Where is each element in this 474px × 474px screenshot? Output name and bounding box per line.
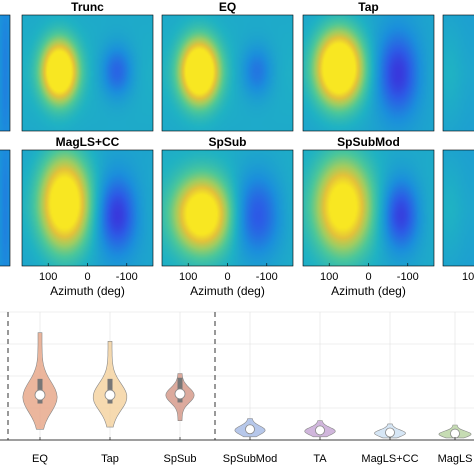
x-tick-label-edge: 100	[462, 271, 474, 283]
x-axis-label: Azimuth (deg)	[190, 284, 265, 298]
x-tick-label: 100	[320, 271, 338, 283]
heatmap-title: MagLS+CC	[56, 135, 120, 149]
violin-median-marker	[34, 389, 46, 401]
violin-median-marker	[174, 388, 186, 400]
violin-median-marker	[450, 428, 460, 439]
heatmap-edge-left-frame	[0, 14, 11, 132]
heatmap-panel-5	[162, 150, 293, 266]
heatmap-panel-1	[22, 15, 153, 131]
violin-category-label: SpSub	[163, 453, 196, 465]
heatmap-panel-3	[303, 15, 434, 131]
x-axis-label: Azimuth (deg)	[50, 284, 125, 298]
heatmap-edge-right	[443, 15, 474, 131]
x-tick-label: 0	[365, 271, 371, 283]
x-tick-label: 100	[179, 271, 197, 283]
heatmap-title: Tap	[358, 0, 378, 14]
violin-median-marker	[315, 425, 325, 436]
heatmap-panel-2	[162, 15, 293, 131]
violin-category-label: EQ	[32, 453, 48, 465]
violin-median-marker	[245, 424, 255, 435]
heatmap-title: EQ	[219, 0, 236, 14]
heatmap-edge-right-frame	[442, 14, 474, 132]
x-tick-label: -100	[256, 271, 278, 283]
x-tick-label: -100	[116, 271, 138, 283]
heatmap-panel-6	[303, 150, 434, 266]
heatmap-edge-left-frame	[0, 149, 11, 267]
heatmap-frame	[161, 14, 294, 132]
violin-category-label: MagLS	[438, 453, 473, 465]
heatmap-title: SpSub	[209, 135, 247, 149]
x-tick-label: 100	[39, 271, 57, 283]
heatmap-title: Trunc	[71, 0, 104, 14]
heatmap-panel-4	[22, 150, 153, 266]
violin-median-marker	[104, 389, 116, 401]
x-tick-label: 0	[224, 271, 230, 283]
violin-category-label: MagLS+CC	[361, 453, 418, 465]
violin-category-label: Tap	[101, 453, 119, 465]
heatmap-edge-right	[443, 150, 474, 266]
heatmap-edge-right-frame	[442, 149, 474, 267]
violin-category-label: SpSubMod	[223, 453, 277, 465]
x-tick-label: 0	[84, 271, 90, 283]
heatmap-edge-left	[0, 15, 10, 131]
x-axis-label: Azimuth (deg)	[331, 284, 406, 298]
violin-category-label: TA	[313, 453, 327, 465]
violin-median-marker	[385, 427, 395, 438]
violin-plot: EQ Tap SpSub SpSubMod TA MagLS+CC MagLS	[0, 311, 474, 465]
heatmap-edge-left	[0, 150, 10, 266]
heatmap-frame	[302, 14, 435, 132]
x-tick-label: -100	[397, 271, 419, 283]
heatmap-frame	[21, 14, 154, 132]
heatmap-title: SpSubMod	[337, 135, 400, 149]
